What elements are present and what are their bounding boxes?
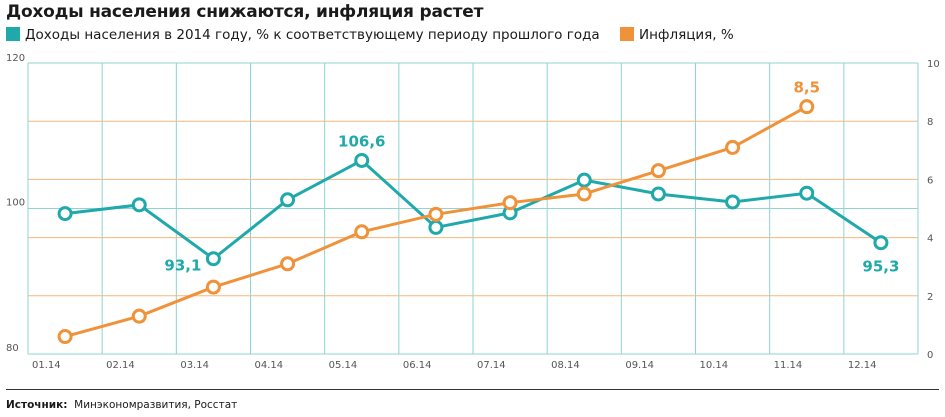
income-point <box>57 206 73 222</box>
data-label: 95,3 <box>862 258 899 276</box>
y-left-tick-label: 80 <box>6 343 19 354</box>
income-point <box>576 172 592 188</box>
income-point <box>873 235 889 251</box>
x-tick-label: 07.14 <box>477 360 506 371</box>
data-label: 106,6 <box>338 132 385 150</box>
y-right-tick-label: 2 <box>927 292 933 303</box>
income-series-line <box>64 158 882 261</box>
inflation-point <box>428 206 444 222</box>
y-right-tick-label: 4 <box>927 234 933 245</box>
inflation-point <box>725 139 741 155</box>
x-tick-label: 10.14 <box>700 360 729 371</box>
legend-item-inflation: Инфляция, % <box>620 27 734 43</box>
data-label: 8,5 <box>793 79 820 97</box>
y-right-tick-label: 0 <box>927 350 933 361</box>
inflation-point <box>650 163 666 179</box>
source-note: Источник: Минэкономразвития, Росстат <box>6 399 237 411</box>
inflation-point <box>354 224 370 240</box>
legend-label-inflation: Инфляция, % <box>639 27 734 43</box>
legend-label-income: Доходы населения в 2014 году, % к соотве… <box>25 27 600 43</box>
x-tick-label: 12.14 <box>848 360 877 371</box>
income-point <box>650 186 666 202</box>
inflation-point <box>799 99 815 115</box>
legend: Доходы населения в 2014 году, % к соотве… <box>6 27 750 43</box>
income-point <box>354 152 370 168</box>
chart-title: Доходы населения снижаются, инфляция рас… <box>6 2 484 22</box>
x-tick-label: 05.14 <box>329 360 358 371</box>
y-right-tick-label: 8 <box>927 117 933 128</box>
inflation-point <box>280 256 296 272</box>
data-label: 93,1 <box>164 257 201 275</box>
income-point <box>131 197 147 213</box>
inflation-point <box>205 279 221 295</box>
inflation-point <box>57 329 73 345</box>
x-tick-label: 11.14 <box>774 360 803 371</box>
x-tick-label: 04.14 <box>255 360 284 371</box>
income-point <box>799 185 815 201</box>
legend-swatch-inflation <box>620 27 634 41</box>
income-point <box>280 192 296 208</box>
y-left-tick-label: 100 <box>6 198 25 209</box>
bottom-divider <box>6 389 939 390</box>
income-point <box>205 251 221 267</box>
x-tick-label: 06.14 <box>403 360 432 371</box>
x-tick-label: 08.14 <box>551 360 580 371</box>
inflation-point <box>502 195 518 211</box>
x-tick-label: 03.14 <box>180 360 209 371</box>
x-tick-label: 09.14 <box>625 360 654 371</box>
x-tick-label: 02.14 <box>106 360 135 371</box>
x-tick-label: 01.14 <box>32 360 61 371</box>
source-label: Источник: <box>6 399 68 411</box>
y-left-tick-label: 120 <box>6 53 25 64</box>
source-text: Минэкономразвития, Росстат <box>74 399 238 411</box>
income-point <box>428 219 444 235</box>
inflation-point <box>131 308 147 324</box>
inflation-point <box>576 186 592 202</box>
legend-swatch-income <box>6 27 20 41</box>
legend-item-income: Доходы населения в 2014 году, % к соотве… <box>6 27 600 43</box>
y-right-tick-label: 6 <box>927 175 933 186</box>
income-point <box>725 194 741 210</box>
y-right-tick-label: 10 <box>927 59 940 70</box>
